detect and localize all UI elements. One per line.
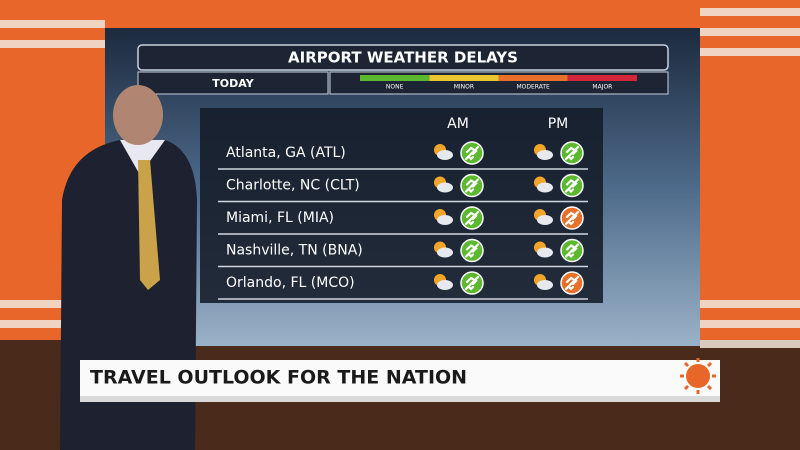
plane [564,210,580,226]
plane [464,275,480,291]
airport: Nashville, TN (BNA) [226,243,363,259]
legend-label: MINOR [454,84,474,91]
cloud [437,182,453,193]
cloud [437,247,453,258]
delay-icon [560,206,584,230]
cloud [537,182,553,193]
plane [564,243,580,259]
legend-label: MODERATE [516,84,550,91]
legend-swatch [567,75,637,81]
plane [564,145,580,161]
plane [464,145,480,161]
lower-third-shadow [80,396,720,402]
delay-icon [460,271,484,295]
airport: Orlando, FL (MCO) [226,275,355,291]
table-panel [200,108,603,303]
logo [680,358,716,394]
weather-icon [534,274,553,290]
day-bar [137,71,329,95]
column-header: AM [447,116,469,132]
cloud [537,280,553,290]
weather-icon [534,144,553,160]
weather-icon [434,144,453,160]
legend: NONE MINOR MODERATE MAJOR [360,75,637,91]
plane [464,243,480,259]
delay-icon [460,141,484,165]
cloud [437,280,453,290]
airport: Miami, FL (MIA) [226,210,334,226]
wall-slats [0,8,800,348]
day: TODAY [212,77,254,90]
lower-third [80,360,720,396]
headline: TRAVEL OUTLOOK FOR THE NATION [90,367,467,389]
delay-icon [460,206,484,230]
weather-icon [434,241,453,258]
airport: Charlotte, NC (CLT) [226,178,360,194]
delay-icon [460,238,484,263]
table: AM PM Atlanta, GA (ATL) Charlotte, NC (CLT)… [218,116,588,300]
legend-swatch [498,75,568,81]
weather-icon [434,209,453,225]
cloud [437,150,453,160]
weather-icon [534,241,553,258]
cloud [437,215,453,225]
cloud [537,215,553,225]
delay-icon [460,173,484,198]
title-bar [137,44,669,71]
plane [564,275,580,291]
weather-icon [534,209,553,225]
cloud [537,150,553,160]
legend-label: NONE [386,84,404,91]
legend-swatch [429,75,499,81]
plane [564,178,580,194]
plane [464,178,480,194]
delay-icon [560,238,584,263]
cloud [537,247,553,258]
plane [464,210,480,226]
airport: Atlanta, GA (ATL) [226,145,346,161]
title: AIRPORT WEATHER DELAYS [288,49,518,67]
weather-icon [434,274,453,290]
delay-icon [560,141,584,165]
weather-icon [434,176,453,193]
column-header: PM [548,116,569,132]
weather-icon [534,176,553,193]
legend-swatch [360,75,430,81]
legend-label: MAJOR [592,84,612,91]
delay-icon [560,173,584,198]
delay-icon [560,271,584,295]
